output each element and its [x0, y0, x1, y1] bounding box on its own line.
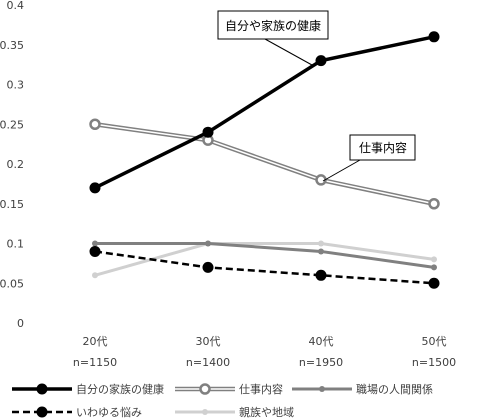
data-point — [431, 256, 437, 263]
legend-item: いわゆる悩み — [12, 405, 142, 419]
y-tick-label: 0.35 — [0, 39, 24, 52]
y-tick-label: 0.1 — [7, 238, 25, 251]
legend-item: 親族や地域 — [175, 405, 294, 419]
callout: 仕事内容 — [322, 134, 416, 182]
data-point — [431, 264, 437, 271]
series-1 — [89, 31, 440, 194]
x-tick-sample-size: n=1150 — [73, 356, 117, 369]
data-point — [36, 406, 48, 418]
data-point — [92, 272, 98, 279]
data-point — [202, 409, 208, 415]
data-point — [428, 31, 440, 43]
series-4 — [89, 245, 440, 289]
data-point — [89, 245, 101, 257]
y-tick-label: 0.25 — [0, 118, 24, 131]
callout-box — [349, 134, 416, 161]
x-tick-label: 50代 — [422, 335, 447, 348]
data-point — [428, 198, 440, 210]
data-point — [319, 386, 325, 392]
data-point — [318, 240, 324, 247]
legend-label: いわゆる悩み — [76, 405, 142, 419]
y-tick-label: 0.2 — [7, 158, 25, 171]
legend-label: 仕事内容 — [239, 382, 283, 396]
data-point — [202, 261, 214, 273]
legend-item: 職場の人間関係 — [292, 383, 433, 396]
series-layer — [89, 31, 440, 289]
series-3 — [92, 240, 437, 271]
legend-label: 親族や地域 — [239, 405, 294, 419]
data-point — [205, 240, 211, 247]
y-axis-ticks: 0 0.05 0.1 0.15 0.2 0.25 0.3 0.35 0.4 — [0, 0, 24, 330]
x-tick-sample-size: n=1500 — [412, 356, 456, 369]
legend-label: 自分の家族の健康 — [76, 382, 164, 396]
data-point — [428, 277, 440, 289]
legend-label: 職場の人間関係 — [356, 383, 433, 396]
x-tick-sample-size: n=1950 — [299, 356, 343, 369]
x-tick-sample-size: n=1400 — [186, 356, 230, 369]
y-tick-label: 0 — [17, 317, 24, 330]
series-line — [94, 250, 435, 285]
callout-label: 仕事内容 — [359, 140, 407, 155]
y-tick-label: 0.4 — [7, 0, 25, 12]
callout-leader — [264, 38, 313, 66]
data-point — [315, 269, 327, 281]
y-tick-label: 0.05 — [0, 277, 24, 290]
callout-label: 自分や家族の健康 — [225, 18, 321, 33]
data-point — [89, 182, 101, 194]
data-point — [89, 118, 101, 130]
x-tick-label: 30代 — [196, 335, 221, 348]
series-line-inner — [94, 123, 435, 205]
series-line — [94, 35, 435, 190]
legend-item: 自分の家族の健康 — [12, 382, 164, 396]
callout-box — [217, 10, 329, 40]
callout: 自分や家族の健康 — [217, 10, 329, 66]
data-point — [36, 383, 48, 395]
data-point — [315, 55, 327, 67]
x-tick-label: 40代 — [309, 335, 334, 348]
legend-item: 仕事内容 — [175, 382, 283, 396]
series-line — [95, 242, 435, 269]
y-tick-label: 0.15 — [0, 198, 24, 211]
series-2 — [89, 118, 440, 210]
data-point — [202, 126, 214, 138]
x-axis-labels: 20代 n=1150 30代 n=1400 40代 n=1950 50代 n=1500 — [73, 335, 456, 369]
data-point — [92, 240, 98, 247]
data-point — [318, 248, 324, 255]
y-tick-label: 0.3 — [7, 79, 25, 92]
data-point — [199, 383, 211, 395]
callout-leader — [322, 159, 361, 182]
x-tick-label: 20代 — [83, 335, 108, 348]
